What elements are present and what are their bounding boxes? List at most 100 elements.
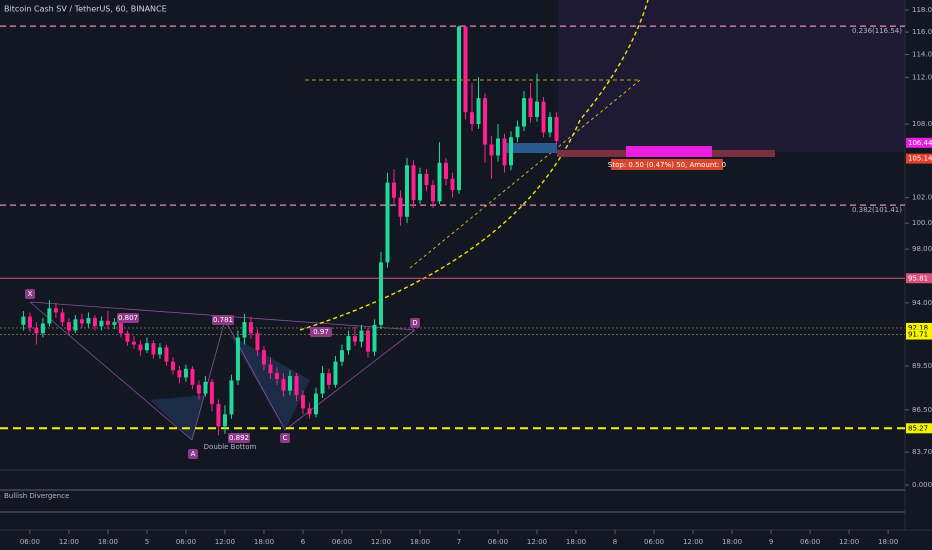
pattern-point: C <box>283 434 288 442</box>
candle-body <box>398 197 403 217</box>
candle-body <box>450 178 455 191</box>
open-tag <box>626 146 712 157</box>
candle-body <box>483 98 488 145</box>
candle-body <box>261 350 266 365</box>
candle-body <box>554 116 559 141</box>
stop-label: Stop: 0.50 (0.47%) 50, Amount: 0 <box>608 161 726 169</box>
candle-body <box>404 165 409 217</box>
fib-label: 0.236(116.54) <box>852 27 902 35</box>
x-tick-label: 9 <box>769 538 773 546</box>
candle-body <box>40 323 45 334</box>
candle-body <box>268 364 273 374</box>
candle-body <box>86 317 91 324</box>
price-tag-label: 105.14 <box>908 155 932 163</box>
chart-title: Bitcoin Cash SV / TetherUS, 60, BINANCE <box>4 5 167 14</box>
y-tick-label: 112.00 <box>912 73 932 81</box>
pattern-point-box <box>280 433 290 443</box>
x-tick-label: 12:00 <box>839 538 859 546</box>
candle-body <box>73 319 78 331</box>
x-tick-label: 06:00 <box>800 538 820 546</box>
y-tick-label: 83.70 <box>912 448 932 456</box>
candle-body <box>99 320 104 327</box>
candle-body <box>287 376 292 391</box>
ratio-box <box>212 315 234 325</box>
candle-body <box>60 312 65 323</box>
candle-body <box>457 26 462 191</box>
candle-body <box>307 408 312 415</box>
y-tick-label: 102.00 <box>912 194 932 202</box>
candle-body <box>359 330 364 342</box>
candle-body <box>528 98 533 117</box>
pattern-ratio: 0.781 <box>213 316 233 324</box>
y-tick-label: 108.00 <box>912 120 932 128</box>
candle-body <box>183 368 188 378</box>
candle-body <box>229 380 234 415</box>
candle-body <box>417 173 422 201</box>
x-tick-label: 18:00 <box>98 538 118 546</box>
candle-body <box>424 173 429 186</box>
pattern-ratio: 0.892 <box>229 434 249 442</box>
price-tag <box>906 273 932 284</box>
candle-body <box>53 308 58 313</box>
candle-body <box>320 373 325 394</box>
candle-body <box>222 414 227 427</box>
candle-body <box>470 112 475 125</box>
x-tick-label: 06:00 <box>20 538 40 546</box>
candle-body <box>242 322 247 338</box>
candle-body <box>92 317 97 327</box>
x-tick-label: 06:00 <box>488 538 508 546</box>
candle-body <box>190 368 195 385</box>
price-tag <box>906 137 932 148</box>
candle-body <box>27 316 32 328</box>
candle-body <box>66 322 71 331</box>
x-tick-label: 7 <box>457 538 461 546</box>
price-tag-label: 91.71 <box>908 331 928 339</box>
y-tick-label: 118.00 <box>912 6 932 14</box>
x-tick-label: 12:00 <box>371 538 391 546</box>
candle-body <box>112 322 117 325</box>
candle-body <box>365 330 370 352</box>
candle-body <box>378 262 383 325</box>
candle-body <box>346 336 351 351</box>
candle-body <box>333 361 338 385</box>
price-tag <box>906 153 932 164</box>
x-tick-label: 5 <box>145 538 149 546</box>
candle-body <box>177 370 182 378</box>
candle-body <box>372 324 377 352</box>
indicator-name: Bullish Divergence <box>4 492 69 500</box>
candle-body <box>281 378 286 391</box>
x-tick-label: 12:00 <box>215 538 235 546</box>
x-tick-label: 06:00 <box>644 538 664 546</box>
pattern-name: Double Bottom <box>204 443 257 451</box>
candle-body <box>541 101 546 133</box>
y-tick-label: 114.00 <box>912 50 932 58</box>
pattern-point: X <box>28 290 33 298</box>
x-tick-label: 18:00 <box>722 538 742 546</box>
candle-body <box>144 343 149 351</box>
price-tag-label: 95.81 <box>908 274 928 282</box>
price-tag <box>906 322 932 333</box>
candle-body <box>437 162 442 202</box>
candle-body <box>209 381 214 404</box>
y-tick-label: 116.00 <box>912 28 932 36</box>
pattern-point-box <box>410 318 420 328</box>
candle-body <box>151 343 156 355</box>
candle-body <box>125 333 130 342</box>
price-tag <box>906 423 932 434</box>
y-tick-label: 100.00 <box>912 219 932 227</box>
candle-body <box>157 347 162 355</box>
pattern-point-box <box>25 289 35 299</box>
y-tick-label: 86.50 <box>912 406 932 414</box>
candle-body <box>548 116 553 133</box>
entry-box <box>505 143 557 153</box>
x-tick-label: 12:00 <box>527 538 547 546</box>
y-tick-label: 89.50 <box>912 362 932 370</box>
candle-body <box>47 308 52 324</box>
candle-body <box>105 320 110 325</box>
x-tick-label: 12:00 <box>59 538 79 546</box>
ratio-box <box>117 313 139 323</box>
candle-body <box>274 373 279 379</box>
candle-body <box>21 316 26 325</box>
candle-body <box>411 165 416 201</box>
ratio-box <box>310 327 332 337</box>
